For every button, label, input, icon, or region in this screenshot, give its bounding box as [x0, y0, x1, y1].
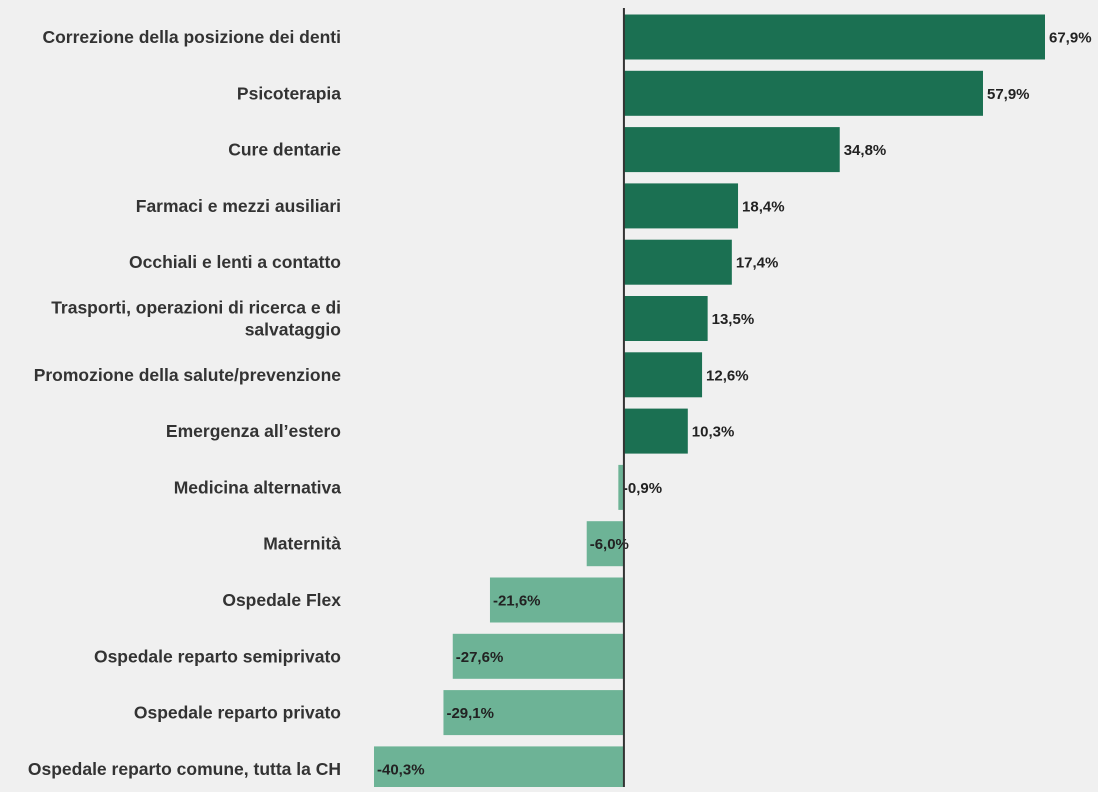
category-label: Emergenza all’estero	[166, 421, 341, 441]
bar	[623, 127, 840, 173]
value-label: 12,6%	[706, 367, 749, 384]
category-label: Psicoterapia	[237, 83, 341, 103]
value-label: 13,5%	[712, 311, 755, 328]
bar	[623, 183, 739, 229]
value-label: 17,4%	[736, 255, 779, 272]
bar	[623, 408, 688, 454]
bar	[489, 577, 624, 623]
category-label: Ospedale reparto privato	[134, 703, 341, 723]
bar	[623, 239, 732, 285]
category-label: Ospedale reparto semiprivato	[94, 646, 341, 666]
value-label: 18,4%	[742, 198, 785, 215]
value-label: 10,3%	[692, 424, 735, 441]
value-label: -29,1%	[446, 705, 494, 722]
category-label: Correzione della posizione dei denti	[42, 27, 341, 47]
value-label: -0,9%	[623, 480, 662, 497]
bar	[374, 746, 624, 792]
category-label: Maternità	[263, 534, 341, 554]
category-label: Cure dentarie	[228, 140, 341, 160]
value-label: 57,9%	[987, 86, 1030, 103]
bar	[443, 690, 624, 736]
bar	[586, 521, 624, 567]
bar	[623, 14, 1045, 60]
category-label: Farmaci e mezzi ausiliari	[136, 196, 341, 216]
bar	[618, 464, 624, 510]
category-label: Promozione della salute/prevenzione	[34, 365, 342, 385]
category-label: Occhiali e lenti a contatto	[129, 252, 341, 272]
value-label: 34,8%	[844, 142, 887, 159]
category-label: Medicina alternativa	[174, 477, 342, 497]
value-label: -6,0%	[590, 536, 629, 553]
bar	[623, 70, 983, 116]
category-label: Ospedale reparto comune, tutta la CH	[28, 759, 341, 779]
value-label: 67,9%	[1049, 30, 1092, 47]
value-label: -40,3%	[377, 761, 425, 778]
value-label: -21,6%	[493, 593, 541, 610]
category-label: Trasporti, operazioni di ricerca e di sal…	[51, 298, 341, 340]
category-label: Ospedale Flex	[222, 590, 341, 610]
value-label: -27,6%	[456, 649, 504, 666]
bar	[452, 633, 624, 679]
bar	[623, 296, 708, 341]
bar	[623, 352, 703, 398]
